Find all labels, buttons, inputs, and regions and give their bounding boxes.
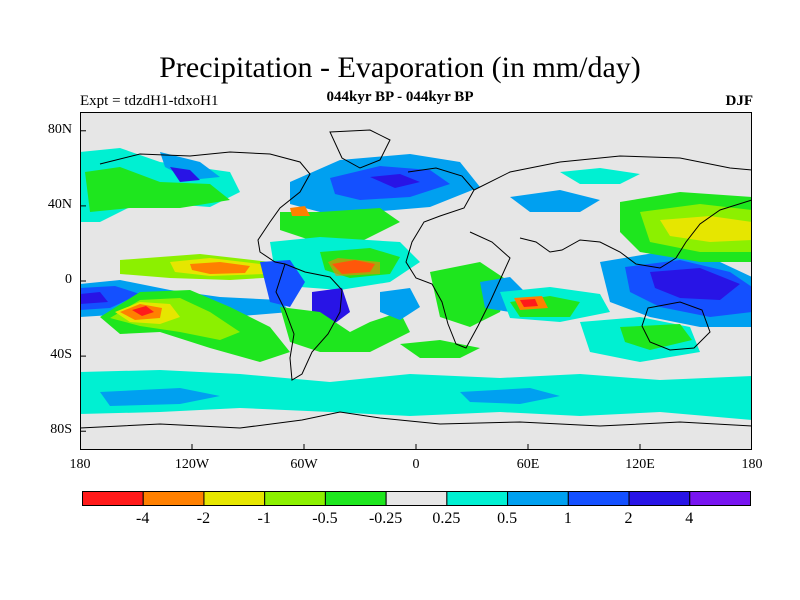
coastline <box>641 301 711 351</box>
colorbar-label: -4 <box>136 510 150 527</box>
colorbar-label: 0.5 <box>497 510 518 527</box>
coastline <box>473 155 752 269</box>
coastline <box>405 167 511 349</box>
field-region <box>660 216 752 242</box>
y-tick-label: 0 <box>65 272 72 287</box>
field-region <box>280 307 410 352</box>
colorbar-swatch <box>142 491 205 506</box>
colorbar-swatch <box>324 491 387 506</box>
field-region <box>620 324 692 350</box>
colorbar <box>82 491 751 506</box>
colorbar-label: -1 <box>257 510 271 527</box>
x-tick-label: 180 <box>741 457 763 472</box>
field-region <box>400 340 480 358</box>
x-tick-label: 60W <box>290 457 318 472</box>
coastline <box>99 151 311 265</box>
season-label: DJF <box>725 93 754 109</box>
field-region <box>100 388 220 406</box>
x-tick-label: 0 <box>412 457 420 472</box>
field-region <box>80 286 140 310</box>
x-tick-label: 180 <box>69 457 91 472</box>
field-region <box>650 268 740 300</box>
chart-title: Precipitation - Evaporation (in mm/day) <box>159 51 641 84</box>
field-region <box>510 190 600 212</box>
time-range-label: 044kyr BP - 044kyr BP <box>326 89 474 105</box>
field-region <box>190 262 250 274</box>
field-region <box>280 208 400 242</box>
colorbar-swatch <box>689 491 751 506</box>
field-region <box>85 167 230 212</box>
y-tick-label: 80S <box>50 422 72 438</box>
coastline <box>329 129 391 169</box>
colorbar-swatch <box>203 491 266 506</box>
colorbar-swatch <box>628 491 691 506</box>
field-region <box>370 174 420 188</box>
colorbar-label: -0.5 <box>312 510 338 527</box>
x-tick-label: 120W <box>174 457 210 472</box>
experiment-label: Expt = tdzdH1-tdxoH1 <box>80 93 219 109</box>
y-tick-label: 40S <box>50 347 72 363</box>
field-region <box>430 262 510 327</box>
colorbar-label: -0.25 <box>368 510 403 527</box>
field-region <box>80 370 752 420</box>
coastline <box>80 411 752 429</box>
field-region <box>520 299 538 307</box>
field-region <box>460 388 560 404</box>
field-region <box>80 292 108 304</box>
field-region <box>170 167 200 182</box>
colorbar-label: 1 <box>563 510 572 527</box>
x-tick-label: 60E <box>516 457 540 472</box>
field-region <box>160 152 220 180</box>
colorbar-swatch <box>82 491 144 506</box>
field-region <box>328 258 380 276</box>
y-tick-label: 80N <box>47 121 72 137</box>
precip-evap-map <box>80 112 752 450</box>
coastline <box>275 263 343 381</box>
colorbar-swatch <box>385 491 448 506</box>
field-region <box>132 306 154 316</box>
field-region <box>560 168 640 184</box>
x-tick-label: 120E <box>625 457 655 472</box>
colorbar-swatch <box>567 491 630 506</box>
colorbar-label: -2 <box>196 510 211 527</box>
colorbar-swatch <box>507 491 569 506</box>
field-region <box>380 288 420 320</box>
colorbar-label: 0.25 <box>432 510 461 527</box>
colorbar-label: 4 <box>685 510 694 527</box>
field-region <box>290 206 310 216</box>
y-tick-label: 40N <box>47 196 72 212</box>
colorbar-label: 2 <box>624 510 633 527</box>
colorbar-swatch <box>264 491 326 506</box>
field-region <box>260 260 305 307</box>
colorbar-swatch <box>446 491 509 506</box>
